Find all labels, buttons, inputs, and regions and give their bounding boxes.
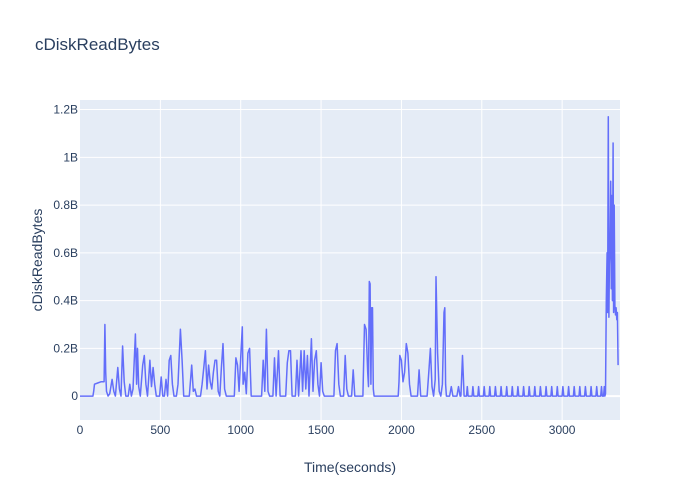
chart-title: cDiskReadBytes — [35, 35, 160, 54]
series-line — [80, 115, 619, 397]
x-tick-label: 3000 — [549, 423, 576, 437]
x-tick-label: 2000 — [388, 423, 415, 437]
y-tick-label: 0.8B — [53, 198, 78, 212]
y-tick-label: 1B — [63, 150, 78, 164]
x-tick-label: 1000 — [227, 423, 254, 437]
y-tick-label: 0 — [71, 389, 78, 403]
grid-layer — [80, 100, 620, 420]
x-tick-label: 2500 — [468, 423, 495, 437]
x-tick-label: 0 — [77, 423, 84, 437]
x-tick-label: 1500 — [308, 423, 335, 437]
plot-background — [80, 100, 620, 420]
tick-labels: 0 500 1000 1500 2000 2500 3000 0 0.2B 0.4B 0.6B 0.8… — [53, 103, 576, 437]
line-layer — [80, 115, 619, 397]
y-axis-title: cDiskReadBytes — [29, 209, 45, 312]
y-tick-label: 0.6B — [53, 246, 78, 260]
y-tick-label: 0.4B — [53, 294, 78, 308]
y-tick-label: 1.2B — [53, 103, 78, 117]
x-tick-label: 500 — [150, 423, 170, 437]
y-tick-label: 0.2B — [53, 341, 78, 355]
x-axis-title: Time(seconds) — [304, 459, 396, 475]
